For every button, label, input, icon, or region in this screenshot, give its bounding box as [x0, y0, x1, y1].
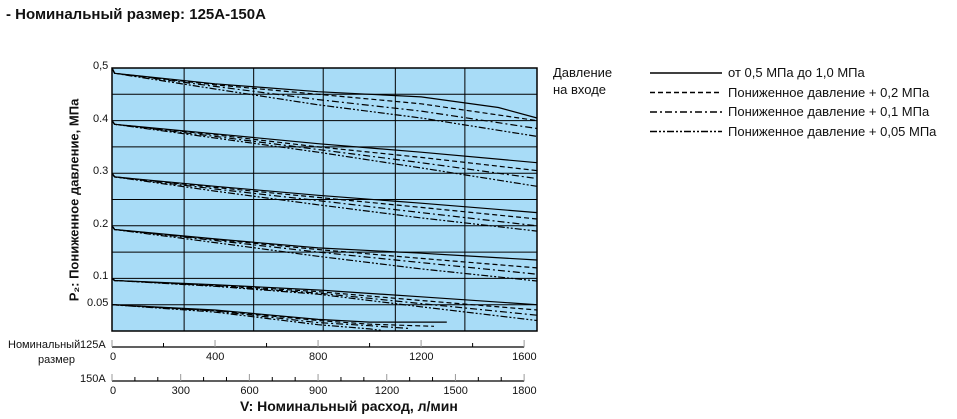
- curve-0.4-dashdotdot: [111, 120, 538, 187]
- y-tick-label: 0.2: [93, 217, 109, 230]
- x-tick-label: 900: [309, 385, 328, 397]
- curve-0.05-dashdotdot: [111, 304, 383, 332]
- curve-0.2-dashdotdot: [111, 225, 538, 282]
- legend-label: Пониженное давление + 0,2 МПа: [728, 84, 930, 100]
- curve-0.05-dashdot: [111, 304, 409, 329]
- y-tick-label: 0.05: [87, 296, 109, 309]
- legend-title-line1: Давление: [553, 65, 613, 80]
- x-tick-label: 1200: [409, 351, 434, 363]
- y-tick-label: 0.4: [93, 112, 109, 125]
- size-label-line2: размер: [38, 354, 75, 366]
- x-tick-label: 400: [206, 351, 225, 363]
- curve-0.05-dashed: [111, 304, 435, 327]
- legend-title-line2: на входе: [553, 82, 607, 97]
- y-tick-label: 0.3: [93, 165, 109, 178]
- x-axis-label: V: Номинальный расход, л/мин: [240, 398, 458, 414]
- x-tick-label: 0: [110, 351, 117, 363]
- legend-label: от 0,5 МПа до 1,0 МПа: [728, 65, 865, 80]
- x-tick-label: 1500: [443, 385, 468, 397]
- x-tick-label: 600: [240, 385, 259, 397]
- curve-0.3-dashdotdot: [111, 172, 538, 232]
- y-tick-label: 0.1: [93, 270, 109, 283]
- x-tick-label: 300: [171, 385, 191, 397]
- size-label-line1: Номинальный: [8, 339, 81, 351]
- curve-0.5-dashdotdot: [111, 67, 538, 137]
- curve-0.1-dashdotdot: [111, 277, 538, 322]
- x-tick-label: 0: [110, 385, 117, 397]
- x-tick-label: 1200: [374, 385, 400, 397]
- size-label-125A: 125A: [80, 339, 106, 351]
- legend-label: Пониженное давление + 0,05 МПа: [728, 123, 937, 139]
- legend-label: Пониженное давление + 0,1 МПа: [728, 104, 930, 119]
- x-tick-label: 800: [309, 351, 328, 363]
- x-tick-label: 1600: [512, 351, 537, 363]
- size-label-150A: 150A: [80, 373, 106, 385]
- chart-title: - Номинальный размер: 125A-150A: [6, 6, 266, 23]
- y-tick-label: 0,5: [93, 60, 109, 72]
- x-tick-label: 1800: [512, 385, 537, 397]
